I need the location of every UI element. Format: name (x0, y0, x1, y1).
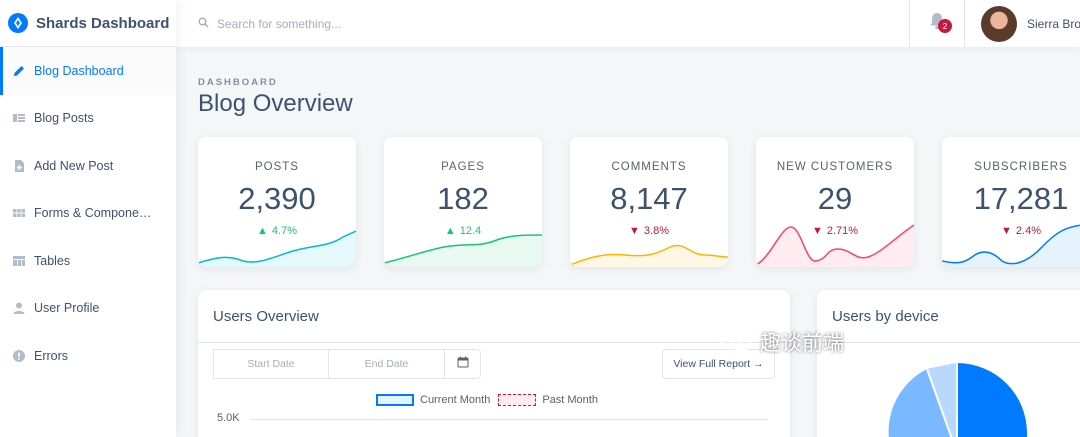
legend-past-label: Past Month (542, 394, 598, 406)
stat-change-value: 12.4 (459, 225, 482, 237)
sidebar-item-blog-dashboard[interactable]: Blog Dashboard (0, 47, 176, 95)
y-axis-tick: 5.0K (217, 412, 240, 424)
search-bar (176, 0, 909, 47)
sidebar-item-label: Blog Dashboard (34, 63, 124, 78)
device-pie-chart (888, 363, 1027, 437)
sparkline-chart (570, 244, 728, 267)
date-range-picker: Start Date End Date (213, 349, 481, 379)
caret-down-icon: ▼ (811, 225, 823, 237)
start-date-input[interactable]: Start Date (213, 349, 329, 379)
caret-down-icon: ▼ (1001, 225, 1012, 237)
brand-name: Shards Dashboard (36, 14, 170, 32)
users-by-device-title: Users by device (817, 290, 1080, 343)
sidebar-item-label: Tables (34, 253, 71, 268)
sidebar-item-label: User Profile (34, 301, 100, 316)
search-input[interactable] (217, 16, 517, 31)
table-icon (12, 254, 26, 268)
stat-change: ▲ 4.7% (198, 225, 356, 237)
sparkline-chart (942, 224, 1080, 267)
pie-slice-mobile (927, 363, 957, 437)
sidebar-item-user-profile[interactable]: User Profile (0, 285, 176, 333)
person-icon (12, 301, 26, 315)
user-menu[interactable]: Sierra Brooks (965, 0, 1080, 47)
sidebar-item-errors[interactable]: Errors (0, 332, 176, 380)
chart-gridline (250, 419, 768, 420)
stat-card-pages: PAGES 182 ▲ 12.4 (384, 137, 542, 267)
users-by-device-panel: Users by device (817, 290, 1080, 437)
error-icon (12, 349, 26, 363)
stat-card-comments: COMMENTS 8,147 ▼ 3.8% (570, 137, 728, 267)
sidebar-item-label: Blog Posts (34, 111, 94, 126)
stat-card-posts: POSTS 2,390 ▲ 4.7% (198, 137, 356, 267)
watermark: 趣谈前端 (716, 324, 844, 359)
stat-value: 17,281 (973, 181, 1069, 216)
chart-legend: Current Month Past Month (376, 394, 598, 406)
user-name: Sierra Brooks (1027, 16, 1080, 31)
sidebar-item-label: Add New Post (34, 158, 114, 173)
legend-current-label: Current Month (420, 394, 491, 406)
end-date-input[interactable]: End Date (329, 349, 445, 379)
stat-change-value: 2.4% (1015, 225, 1041, 237)
caret-up-icon: ▲ (257, 225, 268, 237)
page-title: Blog Overview (198, 90, 353, 117)
caret-up-icon: ▲ (444, 225, 456, 237)
shards-logo-icon (8, 13, 28, 33)
watermark-text: 趣谈前端 (760, 330, 844, 355)
sparkline-chart (756, 224, 914, 267)
pie-slice-desktop (957, 363, 1027, 437)
list-icon (12, 111, 26, 125)
notification-count-badge: 2 (938, 19, 952, 33)
calendar-icon (457, 355, 469, 373)
stat-label: SUBSCRIBERS (974, 161, 1068, 173)
pencil-icon (12, 64, 26, 78)
sparkline-chart (384, 234, 542, 267)
stat-change: ▼ 2.71% (756, 225, 914, 237)
grid-icon (12, 206, 26, 220)
caret-down-icon: ▼ (629, 225, 640, 237)
sidebar-item-forms-components[interactable]: Forms & Compone… (0, 190, 176, 238)
page-subtitle: DASHBOARD (198, 77, 278, 88)
legend-swatch-current (376, 394, 414, 406)
users-overview-title: Users Overview (198, 290, 790, 343)
stat-change: ▼ 3.8% (570, 225, 728, 237)
stat-label: COMMENTS (611, 161, 687, 173)
users-overview-panel: Users Overview Start Date End Date View … (198, 290, 790, 437)
stat-value: 182 (437, 181, 489, 216)
avatar (981, 5, 1017, 42)
stat-label: PAGES (441, 161, 485, 173)
stat-value: 2,390 (238, 181, 316, 216)
stat-label: NEW CUSTOMERS (776, 161, 894, 173)
sidebar-item-tables[interactable]: Tables (0, 237, 176, 285)
stat-change: ▼ 2.4% (942, 225, 1080, 237)
legend-swatch-past (498, 394, 537, 406)
sidebar-item-blog-posts[interactable]: Blog Posts (0, 95, 176, 143)
stat-value: 8,147 (610, 181, 688, 216)
main-content: DASHBOARD Blog Overview POSTS 2,390 ▲ 4.… (176, 47, 1080, 437)
brand[interactable]: Shards Dashboard (0, 0, 176, 47)
stat-change: ▲ 12.4 (384, 225, 542, 237)
topbar: 2 Sierra Brooks (176, 0, 1080, 47)
sidebar: Shards Dashboard Blog Dashboard Blog Pos… (0, 0, 176, 437)
stat-card-new-customers: NEW CUSTOMERS 29 ▼ 2.71% (756, 137, 914, 267)
view-full-report-button[interactable]: View Full Report → (662, 349, 775, 379)
stat-card-subscribers: SUBSCRIBERS 17,281 ▼ 2.4% (942, 137, 1080, 267)
stat-change-value: 2.71% (826, 225, 859, 237)
stat-value: 29 (817, 181, 853, 216)
stat-change-value: 4.7% (271, 225, 297, 237)
notifications-button[interactable]: 2 (909, 0, 965, 47)
sidebar-item-label: Errors (34, 348, 69, 363)
stat-change-value: 3.8% (643, 225, 669, 237)
sidebar-item-label: Forms & Compone… (34, 206, 152, 221)
calendar-button[interactable] (445, 349, 481, 379)
search-icon (198, 15, 209, 33)
stat-label: POSTS (255, 161, 299, 173)
note-add-icon (12, 159, 26, 173)
sparkline-chart (198, 230, 356, 267)
sidebar-item-add-new-post[interactable]: Add New Post (0, 142, 176, 190)
wechat-icon (716, 324, 754, 359)
